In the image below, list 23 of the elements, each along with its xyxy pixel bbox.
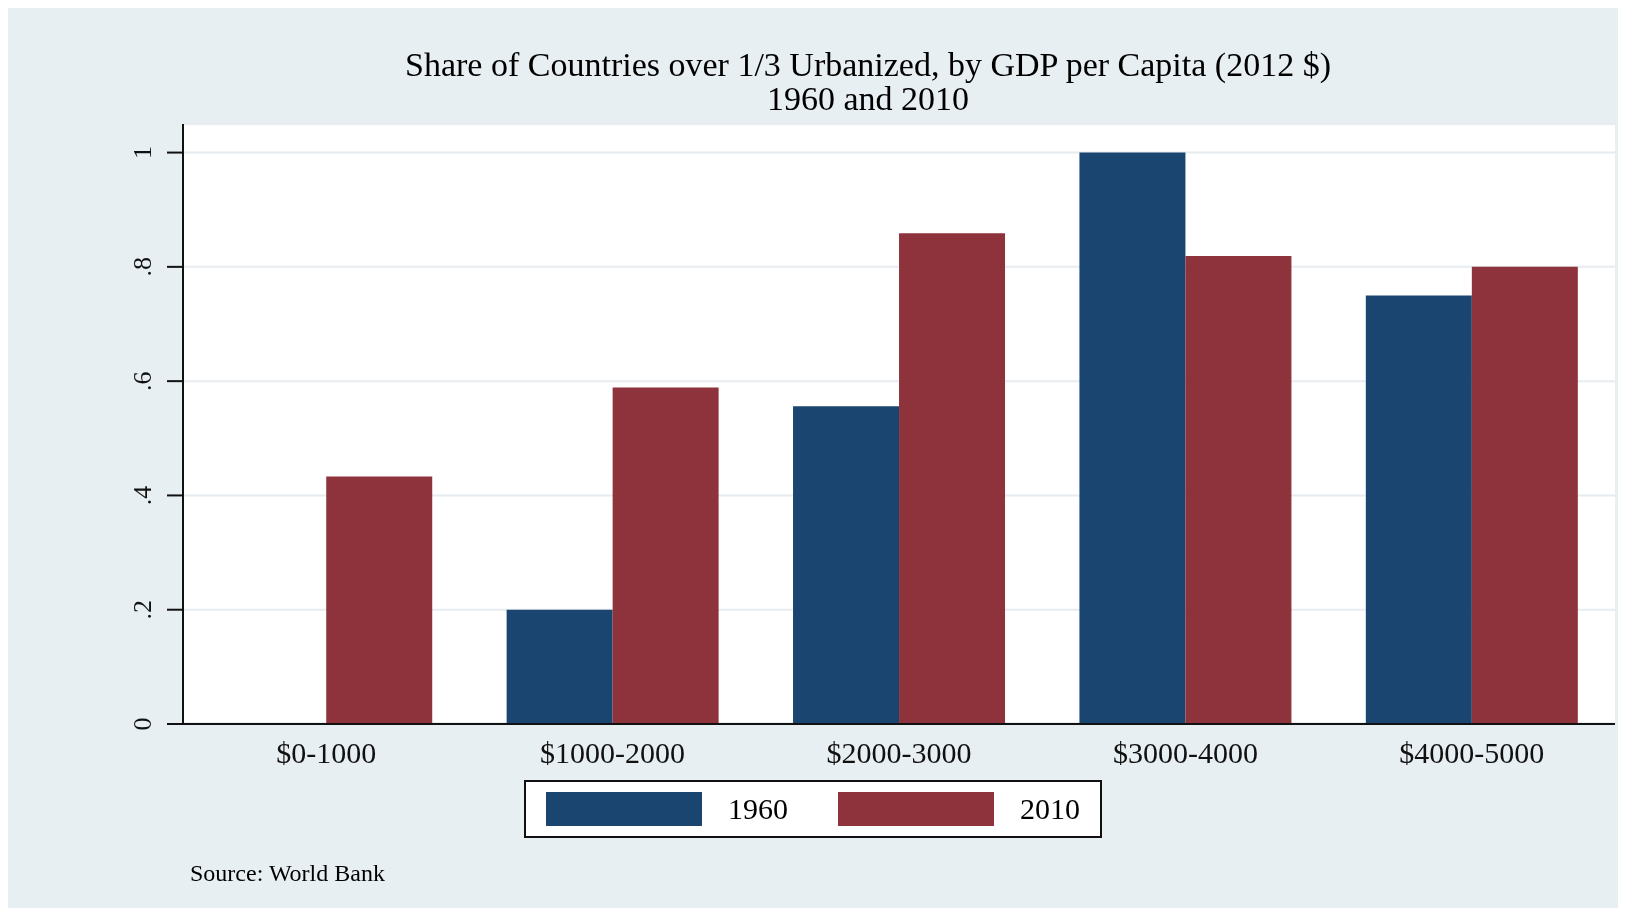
source-note: Source: World Bank	[190, 860, 386, 887]
bar	[326, 476, 433, 724]
x-tick-label: $1000-2000	[540, 736, 686, 770]
y-tick-label: .8	[128, 257, 157, 277]
y-tick-label: 0	[128, 717, 157, 731]
bar	[1471, 266, 1578, 724]
y-tick-label: .2	[128, 599, 157, 620]
text: 1960	[728, 792, 788, 826]
x-tick-label: $2000-3000	[826, 736, 972, 770]
bar	[1079, 152, 1186, 724]
text: 2010	[1020, 792, 1080, 826]
bar	[506, 609, 613, 724]
bar	[1185, 256, 1292, 724]
x-tick-label: $3000-4000	[1112, 736, 1258, 770]
y-tick-label: .6	[128, 371, 157, 391]
x-tick-label: $4000-5000	[1399, 736, 1545, 770]
y-tick-label: 1	[128, 146, 157, 160]
bar	[1365, 295, 1472, 724]
bar	[612, 387, 719, 724]
bar	[793, 406, 900, 724]
y-tick-label: .4	[128, 485, 157, 506]
bar	[899, 233, 1006, 724]
x-tick-label: $0-1000	[276, 736, 377, 770]
